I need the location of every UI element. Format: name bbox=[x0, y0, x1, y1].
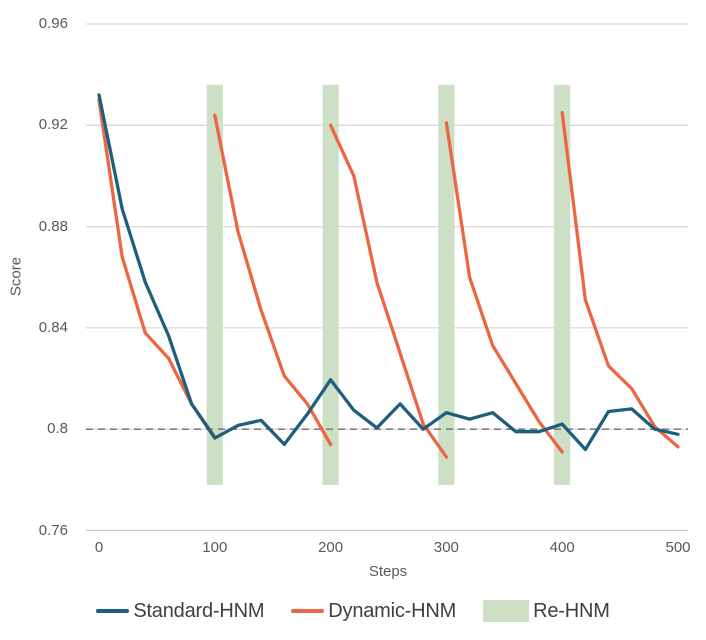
legend-label-re-hnm: Re-HNM bbox=[533, 599, 610, 622]
standard-hnm-line-swatch-icon bbox=[96, 609, 130, 613]
legend: Standard-HNM Dynamic-HNM Re-HNM bbox=[0, 594, 706, 628]
x-axis-title: Steps bbox=[368, 563, 408, 580]
re-hnm-band bbox=[322, 84, 339, 485]
legend-label-standard-hnm: Standard-HNM bbox=[133, 599, 265, 622]
data-line bbox=[213, 113, 333, 447]
x-tick-label: 300 bbox=[433, 539, 459, 556]
data-line bbox=[97, 93, 680, 452]
re-hnm-band-swatch-icon bbox=[483, 600, 530, 622]
legend-item-re-hnm: Re-HNM bbox=[483, 600, 610, 623]
y-tick-label: 0.88 bbox=[38, 217, 68, 235]
y-tick-label: 0.76 bbox=[38, 521, 68, 539]
data-line bbox=[444, 121, 564, 454]
data-line bbox=[328, 123, 449, 459]
legend-item-dynamic-hnm: Dynamic-HNM bbox=[291, 600, 456, 623]
re-hnm-band bbox=[206, 84, 223, 485]
legend-label-dynamic-hnm: Dynamic-HNM bbox=[328, 599, 457, 622]
gridlines bbox=[86, 23, 688, 532]
x-tick-label: 0 bbox=[94, 539, 104, 556]
y-tick-label: 0.8 bbox=[47, 420, 68, 438]
x-tick-label: 500 bbox=[665, 539, 691, 556]
x-tick-label: 400 bbox=[549, 539, 575, 556]
y-tick-label: 0.92 bbox=[38, 116, 68, 134]
y-tick-label: 0.96 bbox=[38, 15, 68, 32]
x-tick-label: 100 bbox=[202, 539, 228, 556]
series-dynamic-hnm bbox=[97, 98, 680, 459]
re-hnm-band bbox=[554, 84, 571, 485]
dynamic-hnm-line-swatch-icon bbox=[291, 609, 325, 613]
data-line bbox=[97, 98, 217, 439]
y-axis-title: Score bbox=[7, 256, 25, 297]
legend-item-standard-hnm: Standard-HNM bbox=[96, 600, 264, 623]
y-tick-label: 0.84 bbox=[38, 318, 68, 336]
series-standard-hnm bbox=[97, 93, 680, 452]
data-line bbox=[560, 110, 680, 449]
x-tick-label: 200 bbox=[318, 539, 344, 556]
re-hnm-bands bbox=[206, 84, 571, 485]
re-hnm-band bbox=[438, 84, 455, 485]
